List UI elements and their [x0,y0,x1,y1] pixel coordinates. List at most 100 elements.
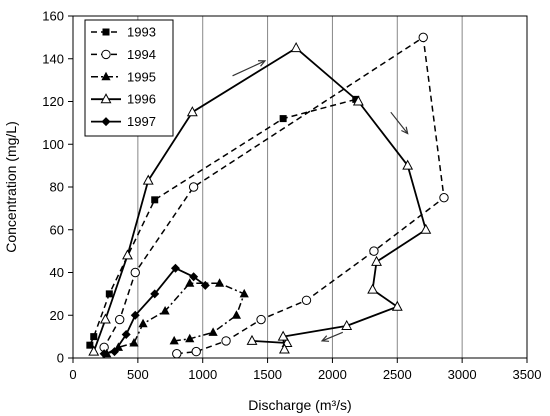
marker-1996 [367,283,379,294]
series-1996 [88,42,432,356]
marker-1993 [151,196,159,204]
marker-1996 [420,223,432,234]
marker-1994 [256,314,266,325]
marker-1996 [142,174,154,185]
marker-1996 [277,330,289,341]
arrow-layer [232,60,409,342]
legend-entry-1996: 1996 [91,92,156,107]
marker-1997 [200,280,210,290]
legend-label: 1993 [127,25,156,40]
x-tick-label: 1000 [188,367,217,382]
marker-1996 [402,159,414,170]
y-tick-label: 40 [50,265,64,280]
series-1994 [99,32,449,359]
legend-label: 1995 [127,69,156,84]
marker-1994 [439,192,449,203]
marker-1994 [221,336,231,346]
x-tick-label: 2500 [383,367,412,382]
y-tick-label: 140 [42,51,64,66]
direction-arrow-head [257,60,267,67]
axis-layer: 0 500 1000 1500 2000 2500 3000 3500 0 20 40 60 80 100… [42,9,541,383]
y-tick-label: 80 [50,180,64,195]
direction-arrow [321,331,344,342]
marker-1997 [130,310,140,320]
series-1995 [102,278,249,358]
direction-arrow [390,111,409,134]
marker-1997 [170,263,180,273]
marker-1995 [185,278,195,287]
x-tick-label: 3500 [513,367,542,382]
series-layer [86,32,449,359]
marker-1996 [391,300,403,311]
marker-1995 [160,305,170,315]
marker-1995 [239,288,249,298]
marker-1994 [191,346,201,357]
marker-1996 [99,313,111,324]
x-tick-label: 1500 [253,367,282,382]
marker-1996 [278,343,290,354]
marker-1994 [301,295,312,305]
legend: 1993 1994 1995 1996 1997 [84,19,174,137]
marker-1995 [101,71,111,81]
y-tick-label: 120 [42,94,64,109]
y-axis-title: Concentration (mg/L) [3,121,19,253]
x-tick-label: 500 [127,367,149,382]
marker-1995 [231,310,242,319]
marker-1993 [86,341,94,349]
marker-1993 [90,333,98,341]
marker-1996 [290,42,302,53]
legend-entry-1997: 1997 [91,114,156,129]
direction-arrow [232,60,266,77]
legend-label: 1996 [127,92,156,107]
plot-frame [72,15,528,359]
legend-label: 1994 [127,47,156,62]
x-tick-label: 3000 [448,367,477,382]
marker-1993 [105,290,113,298]
y-tick-label: 60 [50,222,64,237]
marker-1996 [341,319,353,330]
marker-1997 [121,329,131,339]
y-tick-label: 0 [57,351,64,366]
direction-arrow-head [320,335,330,342]
marker-1996 [371,255,382,266]
x-tick-label: 0 [69,367,76,382]
marker-1994 [188,182,199,192]
marker-1997 [110,347,120,357]
legend-entry-1995: 1995 [91,69,156,84]
marker-1994 [130,267,140,278]
y-tick-label: 100 [42,137,64,152]
y-tick-label: 160 [42,9,64,24]
marker-1995 [214,278,225,287]
marker-1997 [189,272,199,282]
marker-1997 [101,117,111,127]
marker-1997 [99,349,109,359]
y-tick-label: 20 [50,308,64,323]
legend-box [84,19,174,137]
legend-entry-1993: 1993 [91,25,156,40]
series-line-1993 [89,98,356,346]
marker-1993 [102,28,110,36]
marker-1995 [138,318,148,328]
marker-1997 [150,289,160,299]
direction-arrow-head [401,126,409,135]
marker-1996 [88,345,100,356]
marker-1994 [418,32,428,43]
marker-1995 [208,327,218,336]
x-tick-label: 2000 [318,367,347,382]
marker-1994 [172,349,182,359]
marker-1995 [129,338,139,347]
marker-1993 [279,115,287,123]
series-line-1994 [103,36,445,355]
marker-1996 [122,249,133,260]
marker-1996 [100,93,112,104]
marker-1994 [101,49,111,60]
marker-1996 [186,106,198,117]
marker-1995 [169,335,179,345]
marker-1994 [114,314,125,325]
x-axis-title: Discharge (m³/s) [248,397,351,413]
series-1997 [99,263,210,359]
marker-1995 [185,333,195,343]
marker-1994 [369,246,379,256]
